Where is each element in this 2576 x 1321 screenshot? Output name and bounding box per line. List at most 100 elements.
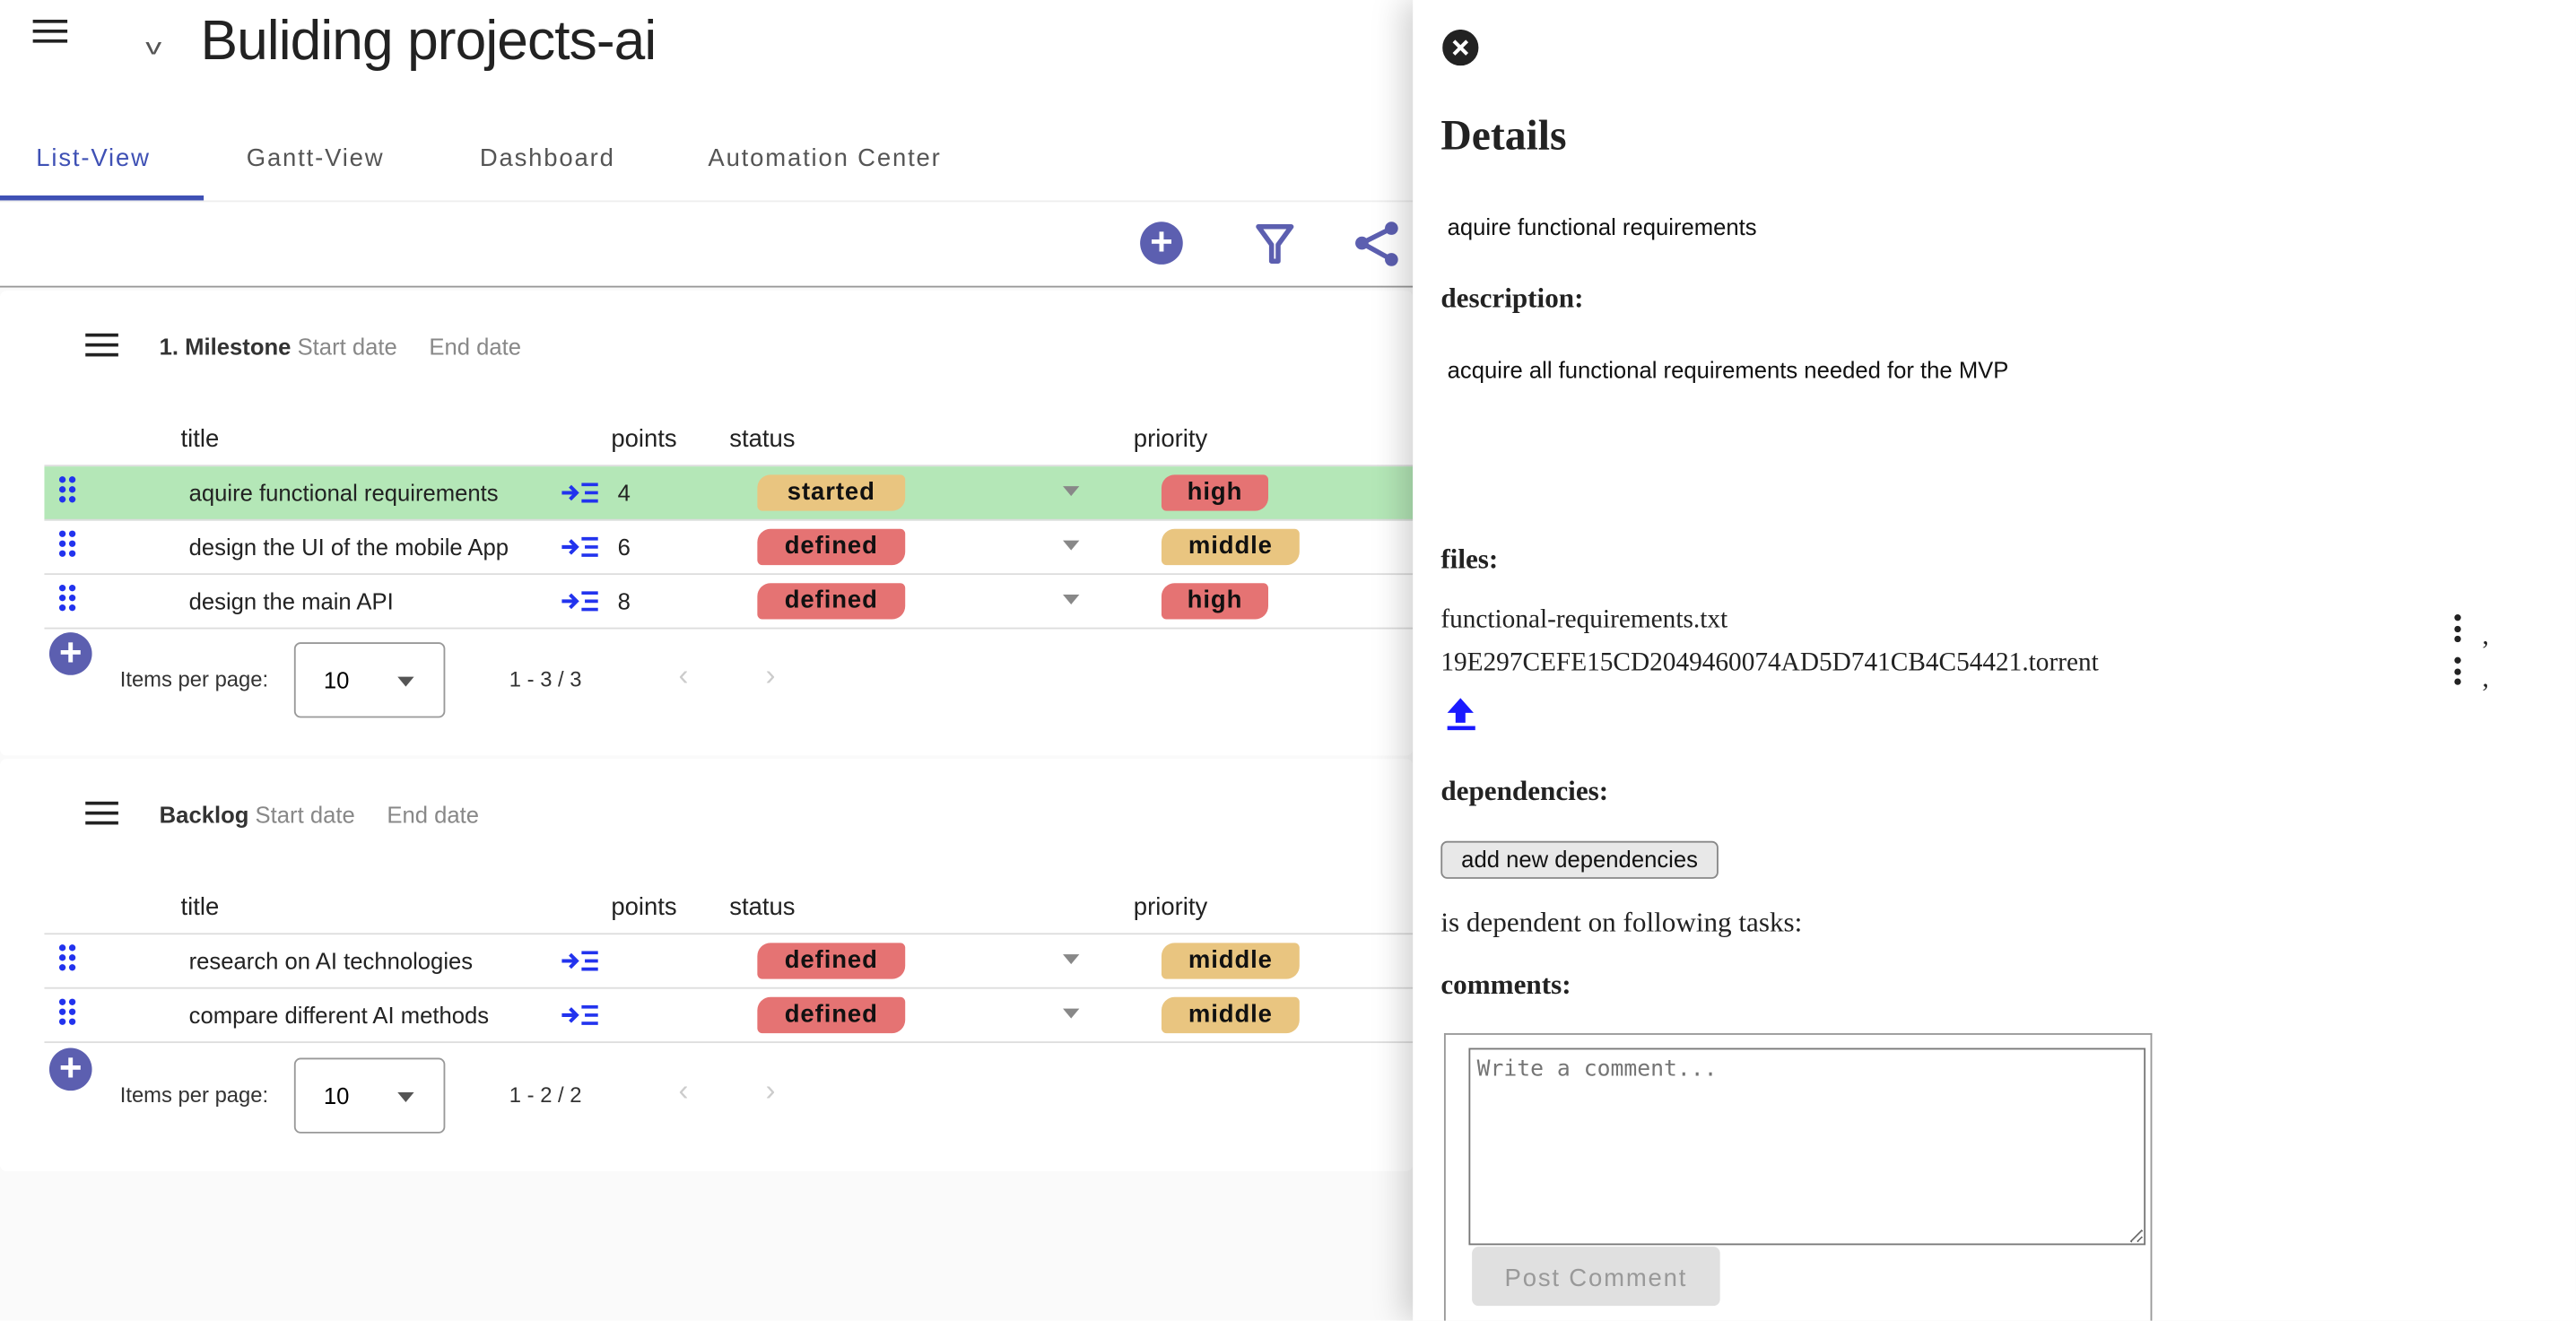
comments-label: comments:: [1440, 969, 1571, 1001]
status-badge[interactable]: defined: [757, 943, 906, 979]
col-title: title: [180, 893, 220, 922]
file-menu-icon[interactable]: [2454, 656, 2464, 685]
col-status: status: [729, 425, 796, 454]
subtask-indent-icon[interactable]: [561, 482, 600, 505]
priority-badge[interactable]: high: [1161, 474, 1268, 511]
task-title[interactable]: aquire functional requirements: [1447, 213, 1757, 240]
group-card-backlog: Backlog Start date End date title points…: [0, 759, 1414, 1171]
drag-handle-icon[interactable]: [58, 476, 76, 506]
select-arrow-icon: [397, 676, 414, 687]
table-row[interactable]: compare different AI methods defined mid…: [44, 989, 1414, 1044]
per-page-value: 10: [323, 1082, 350, 1109]
tab-dashboard[interactable]: Dashboard: [479, 144, 615, 173]
status-dropdown-icon[interactable]: [1063, 486, 1080, 497]
post-comment-button[interactable]: Post Comment: [1472, 1247, 1720, 1307]
table-row[interactable]: design the main API 8 defined high: [44, 575, 1414, 630]
task-title[interactable]: aquire functional requirements: [188, 479, 499, 507]
col-priority: priority: [1133, 425, 1208, 454]
items-per-page-label: Items per page:: [119, 1082, 269, 1108]
group-name[interactable]: Backlog: [159, 801, 249, 829]
details-panel: Details aquire functional requirements d…: [1413, 0, 2576, 1321]
items-per-page-label: Items per page:: [119, 666, 269, 692]
tab-gantt-view[interactable]: Gantt-View: [246, 144, 385, 173]
add-task-button[interactable]: +: [1140, 222, 1183, 265]
task-points[interactable]: 4: [617, 479, 631, 507]
next-page-button[interactable]: ›: [765, 1073, 776, 1108]
table-row[interactable]: design the UI of the mobile App 6 define…: [44, 521, 1414, 576]
select-arrow-icon: [397, 1092, 414, 1103]
status-badge[interactable]: started: [757, 474, 906, 511]
drag-handle-icon[interactable]: [58, 944, 76, 974]
file-menu-icon[interactable]: [2454, 614, 2464, 643]
status-badge[interactable]: defined: [757, 996, 906, 1034]
active-tab-indicator: [0, 195, 205, 201]
col-points: points: [611, 893, 677, 922]
tab-divider: [0, 200, 1414, 203]
items-per-page-select[interactable]: 10: [293, 642, 446, 718]
task-points[interactable]: 8: [617, 587, 631, 615]
end-date[interactable]: End date: [387, 801, 480, 829]
group-menu-icon[interactable]: [85, 333, 118, 357]
menu-icon[interactable]: [32, 19, 68, 43]
status-dropdown-icon[interactable]: [1063, 540, 1080, 551]
file-link[interactable]: 19E297CEFE15CD2049460074AD5D741CB4C54421…: [1440, 648, 2099, 677]
group-name[interactable]: 1. Milestone: [159, 333, 292, 361]
col-points: points: [611, 425, 677, 454]
filter-icon[interactable]: [1254, 220, 1297, 265]
status-dropdown-icon[interactable]: [1063, 1008, 1080, 1019]
start-date[interactable]: Start date: [255, 801, 355, 829]
prev-page-button[interactable]: ‹: [678, 1073, 689, 1108]
start-date[interactable]: Start date: [297, 333, 397, 361]
close-icon[interactable]: [1442, 29, 1479, 66]
task-title[interactable]: research on AI technologies: [188, 947, 474, 975]
table-row[interactable]: aquire functional requirements 4 started…: [44, 466, 1414, 521]
status-dropdown-icon[interactable]: [1063, 954, 1080, 965]
toolbar-divider: [0, 285, 1414, 288]
end-date[interactable]: End date: [429, 333, 522, 361]
subtask-indent-icon[interactable]: [561, 1004, 600, 1027]
add-dependency-button[interactable]: add new dependencies: [1440, 840, 1719, 879]
priority-badge[interactable]: high: [1161, 583, 1268, 620]
subtask-indent-icon[interactable]: [561, 590, 600, 613]
task-title[interactable]: design the UI of the mobile App: [188, 534, 509, 561]
per-page-value: 10: [323, 666, 350, 693]
table-row[interactable]: research on AI technologies defined midd…: [44, 934, 1414, 989]
status-dropdown-icon[interactable]: [1063, 595, 1080, 605]
subtask-indent-icon[interactable]: [561, 535, 600, 559]
drag-handle-icon[interactable]: [58, 998, 76, 1029]
status-badge[interactable]: defined: [757, 583, 906, 620]
chevron-down-icon[interactable]: v: [145, 32, 162, 59]
comment-input[interactable]: [1468, 1047, 2146, 1246]
col-status: status: [729, 893, 796, 922]
page-range: 1 - 2 / 2: [509, 1082, 582, 1108]
priority-badge[interactable]: middle: [1161, 528, 1300, 566]
col-priority: priority: [1133, 893, 1208, 922]
tab-automation-center[interactable]: Automation Center: [708, 144, 942, 173]
dependent-text: is dependent on following tasks:: [1440, 907, 1803, 938]
task-points[interactable]: 6: [617, 534, 631, 561]
comment-box: Post Comment: [1443, 1033, 2153, 1321]
drag-handle-icon[interactable]: [58, 530, 76, 561]
share-icon[interactable]: [1352, 220, 1401, 269]
details-heading: Details: [1440, 111, 1567, 160]
next-page-button[interactable]: ›: [765, 658, 776, 692]
files-label: files:: [1440, 543, 1499, 576]
priority-badge[interactable]: middle: [1161, 943, 1300, 979]
task-title[interactable]: compare different AI methods: [188, 1002, 490, 1029]
add-row-button[interactable]: +: [48, 1048, 92, 1091]
upload-icon[interactable]: [1446, 697, 1479, 733]
file-link[interactable]: functional-requirements.txt: [1440, 605, 1728, 634]
group-card-milestone: 1. Milestone Start date End date title p…: [0, 291, 1414, 756]
add-row-button[interactable]: +: [48, 632, 92, 675]
description-text[interactable]: acquire all functional requirements need…: [1447, 356, 2009, 383]
items-per-page-select[interactable]: 10: [293, 1057, 446, 1134]
tab-list-view[interactable]: List-View: [36, 144, 151, 173]
status-badge[interactable]: defined: [757, 528, 906, 566]
task-title[interactable]: design the main API: [188, 587, 394, 615]
group-menu-icon[interactable]: [85, 801, 118, 825]
drag-handle-icon[interactable]: [58, 585, 76, 614]
priority-badge[interactable]: middle: [1161, 996, 1300, 1034]
subtask-indent-icon[interactable]: [561, 950, 600, 973]
prev-page-button[interactable]: ‹: [678, 658, 689, 692]
description-label: description:: [1440, 282, 1584, 314]
